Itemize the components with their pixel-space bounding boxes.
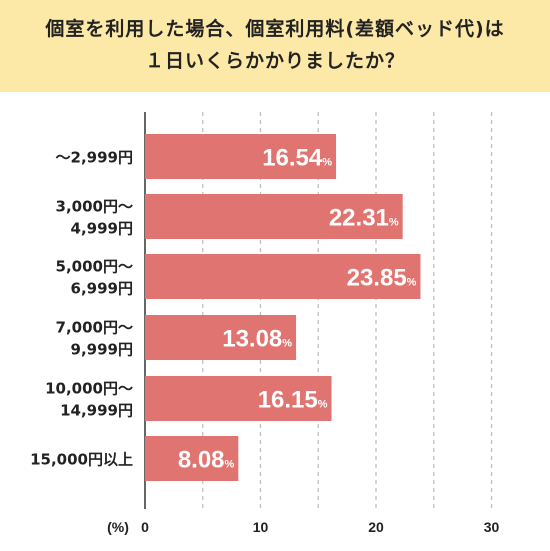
data-label: 23.85% [347, 265, 417, 292]
category-label: ～2,999円 [56, 149, 133, 167]
bar [145, 436, 239, 481]
x-tick-label: 20 [368, 519, 384, 535]
category-label: 7,000円～ 9,999円 [56, 319, 133, 359]
data-label-value: 23.85 [347, 265, 407, 292]
data-label: 22.31% [329, 205, 399, 232]
category-label-line: 10,000円～ [45, 380, 133, 398]
category-label: 15,000円以上 [30, 451, 133, 469]
data-label-value: 13.08 [222, 326, 282, 353]
x-tick-label: 30 [484, 519, 500, 535]
category-label-line: ～2,999円 [56, 149, 133, 167]
data-label: 13.08% [222, 326, 292, 353]
category-label-line: 3,000円～ [56, 198, 133, 216]
data-label-unit: % [282, 338, 292, 350]
category-label-line: 9,999円 [71, 341, 133, 359]
category-label-line: 6,999円 [71, 280, 133, 298]
data-label-value: 16.15 [258, 387, 318, 414]
category-label-line: 4,999円 [71, 220, 133, 238]
bar [145, 194, 403, 239]
category-label-line: 15,000円以上 [30, 451, 133, 469]
data-label-value: 8.08 [178, 447, 225, 474]
category-label: 10,000円～ 14,999円 [45, 380, 133, 420]
data-label-unit: % [407, 277, 417, 289]
title-band: 個室を利用した場合、個室利用料(差額ベッド代)は １日いくらかかりましたか？ [0, 0, 550, 92]
bar [145, 315, 297, 360]
bar [145, 376, 332, 421]
data-label-unit: % [322, 157, 332, 169]
category-label-line: 5,000円～ [56, 258, 133, 276]
data-label-value: 22.31 [329, 205, 389, 232]
category-label: 5,000円～ 6,999円 [56, 258, 133, 298]
category-label-line: 14,999円 [60, 402, 133, 420]
x-tick-label: 0 [141, 519, 149, 535]
bar-chart: 16.54% ～2,999円 22.31% 3,000円～ 4,999円 23.85% 5,… [30, 112, 500, 535]
data-label-unit: % [225, 459, 235, 471]
data-label: 16.15% [258, 387, 328, 414]
bar [145, 254, 421, 299]
data-label: 16.54% [262, 145, 332, 172]
x-axis-label: (%) [107, 519, 129, 535]
data-label-value: 16.54 [262, 145, 323, 172]
chart-title: 個室を利用した場合、個室利用料(差額ベッド代)は １日いくらかかりましたか？ [45, 18, 505, 72]
data-label-unit: % [389, 217, 399, 229]
category-label-line: 7,000円～ [56, 319, 133, 337]
x-tick-label: 10 [253, 519, 269, 535]
category-label: 3,000円～ 4,999円 [56, 198, 133, 238]
data-label: 8.08% [178, 447, 235, 474]
data-label-unit: % [318, 399, 328, 411]
bar [145, 134, 337, 179]
